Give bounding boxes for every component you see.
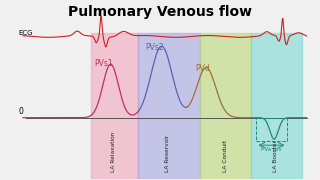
Bar (138, 33, 200, 179)
Text: 0: 0 (18, 107, 23, 116)
Text: PVs2: PVs2 (146, 43, 164, 52)
Bar (251, 33, 302, 179)
Text: PVs1: PVs1 (95, 59, 113, 68)
Text: PVd: PVd (195, 64, 210, 73)
Text: LA Conduit: LA Conduit (223, 140, 228, 172)
Text: PVa rev: PVa rev (261, 147, 282, 152)
Text: LA Booster: LA Booster (273, 140, 278, 172)
Bar (200, 33, 251, 179)
Text: ECG: ECG (18, 30, 33, 36)
Text: LA Relaxation: LA Relaxation (111, 132, 116, 172)
Text: Pulmonary Venous flow: Pulmonary Venous flow (68, 5, 252, 19)
Text: LA Reservoir: LA Reservoir (165, 135, 171, 172)
Bar (92, 33, 138, 179)
